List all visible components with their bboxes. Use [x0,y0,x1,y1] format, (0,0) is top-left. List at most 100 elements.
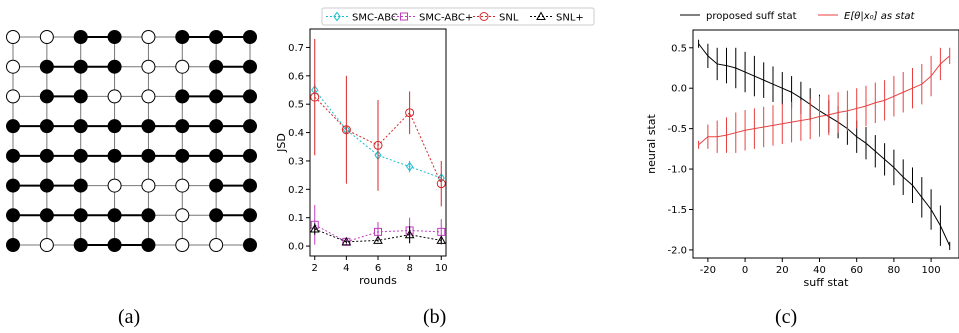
grid-node [73,148,88,163]
series-1 [698,47,951,153]
legend: SMC-ABC SMC-ABC+ SNL SNL+ [321,7,595,26]
y-tick-label: 0.0 [288,242,304,253]
series-line [698,43,951,247]
data-point [374,227,382,236]
data-point [373,140,383,150]
data-point [309,224,320,233]
grid-node [39,30,54,44]
grid-node [73,208,88,223]
grid-node [6,148,20,163]
grid-node [209,238,224,252]
grid-node [6,59,20,74]
y-tick-label: 0.0 [671,84,687,95]
grid-node [141,89,156,104]
grid-node [73,119,88,134]
grid-node [107,119,122,134]
grid-node [73,30,88,44]
y-tick-label: -1.0 [667,165,687,176]
grid-node [175,148,190,163]
legend-label: SNL+ [556,13,584,24]
grid-node [39,178,54,193]
series-line [698,55,951,146]
legend: proposed suff stat E[θ|x₀] as stat [680,11,915,22]
series-line [314,224,442,243]
legend-label: SNL [499,13,519,24]
grid-node [73,59,88,74]
x-tick-label: -20 [700,265,716,276]
grid-node [175,89,190,104]
grid-node [107,208,122,223]
grid-node [141,59,156,74]
grid-node [39,208,54,223]
grid-node [243,178,257,193]
data-point [536,11,546,20]
y-tick-label: -2.0 [667,245,687,256]
grid-node [39,148,54,163]
data-point [436,179,446,189]
x-axis-label: suff stat [804,276,850,289]
grid-node [107,178,122,193]
grid-node [6,30,20,44]
y-tick-label: 0.6 [288,71,304,82]
series-line [314,228,442,243]
grid-node [209,30,224,44]
grid-node [209,119,224,134]
grid-node [175,238,190,252]
grid-node [243,59,257,74]
grid-node [107,148,122,163]
x-tick-label: 40 [813,265,826,276]
data-point [400,12,408,21]
grid-node [6,208,20,223]
grid-node [107,238,122,252]
series-line [314,89,442,179]
grid-node [6,119,20,134]
series-3 [309,223,447,246]
panel-a-grid [6,30,257,252]
data-point [437,227,446,236]
x-tick-label: 8 [406,263,412,274]
y-tick-label: 0.7 [288,43,304,54]
x-tick-label: 0 [742,265,748,276]
y-tick-label: 0.2 [288,185,304,196]
grid-node [141,148,156,163]
y-axis-label: neural stat [645,114,658,174]
x-tick-label: 6 [375,263,381,274]
y-axis-label: JSD [275,133,288,153]
grid-node [243,208,257,223]
panel-c-stat-chart: -20 0 20 40 60 80 100 -2.0 -1.5 -1.0 -0.5 0.0 0.5 suf… [645,11,959,289]
series-line [314,96,442,184]
grid-node [243,30,257,44]
grid-node [39,89,54,104]
y-tick-label: -1.5 [667,205,687,216]
grid-node [6,89,20,104]
grid-node [209,178,224,193]
grid-node [141,119,156,134]
data-point [341,236,352,246]
plot-frame [692,29,959,259]
legend-label: proposed suff stat [706,11,797,22]
grid-node [243,148,257,163]
grid-node [175,59,190,74]
data-point [406,161,414,172]
x-tick-label: 20 [776,265,789,276]
legend-label: SMC-ABC+ [419,13,473,24]
data-point [436,235,447,244]
grid-node [141,178,156,193]
x-tick-label: 60 [850,265,863,276]
grid-node [6,238,20,252]
y-tick-label: 0.4 [288,128,304,139]
y-tick-label: 0.5 [288,100,304,111]
y-tick-label: 0.1 [288,213,304,224]
grid-node [107,59,122,74]
grid-node [141,208,156,223]
caption-a: (a) [118,306,141,328]
panel-b-jsd-chart: 2 4 6 8 10 0.0 0.1 0.2 0.3 0.4 0.5 0.6 0.7 rounds JSD S… [275,7,595,287]
grid-node [209,208,224,223]
grid-node [107,89,122,104]
grid-node [73,178,88,193]
grid-node [39,238,54,252]
grid-node [107,30,122,44]
x-axis-label: rounds [359,274,397,287]
grid-node [39,119,54,134]
